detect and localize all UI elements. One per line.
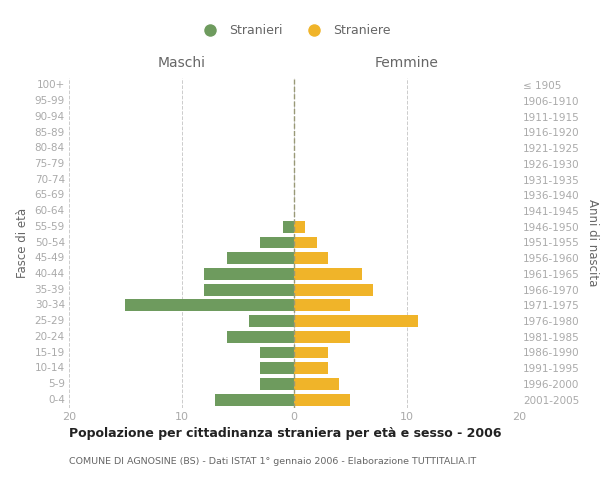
- Bar: [260, 236, 294, 248]
- Bar: [294, 221, 305, 232]
- Bar: [294, 394, 350, 406]
- Bar: [227, 252, 294, 264]
- Bar: [125, 300, 294, 311]
- Legend: Stranieri, Straniere: Stranieri, Straniere: [198, 24, 390, 38]
- Bar: [215, 394, 294, 406]
- Bar: [227, 331, 294, 342]
- Bar: [294, 300, 350, 311]
- Bar: [249, 315, 294, 327]
- Bar: [260, 378, 294, 390]
- Y-axis label: Fasce di età: Fasce di età: [16, 208, 29, 278]
- Bar: [294, 378, 339, 390]
- Bar: [294, 252, 328, 264]
- Text: Popolazione per cittadinanza straniera per età e sesso - 2006: Popolazione per cittadinanza straniera p…: [69, 428, 502, 440]
- Bar: [294, 331, 350, 342]
- Bar: [204, 268, 294, 280]
- Bar: [204, 284, 294, 296]
- Bar: [294, 236, 317, 248]
- Y-axis label: Anni di nascita: Anni di nascita: [586, 199, 599, 286]
- Bar: [260, 346, 294, 358]
- Text: Femmine: Femmine: [374, 56, 439, 70]
- Bar: [260, 362, 294, 374]
- Text: COMUNE DI AGNOSINE (BS) - Dati ISTAT 1° gennaio 2006 - Elaborazione TUTTITALIA.I: COMUNE DI AGNOSINE (BS) - Dati ISTAT 1° …: [69, 458, 476, 466]
- Bar: [294, 315, 418, 327]
- Bar: [283, 221, 294, 232]
- Text: Maschi: Maschi: [157, 56, 205, 70]
- Bar: [294, 284, 373, 296]
- Bar: [294, 346, 328, 358]
- Bar: [294, 268, 361, 280]
- Bar: [294, 362, 328, 374]
